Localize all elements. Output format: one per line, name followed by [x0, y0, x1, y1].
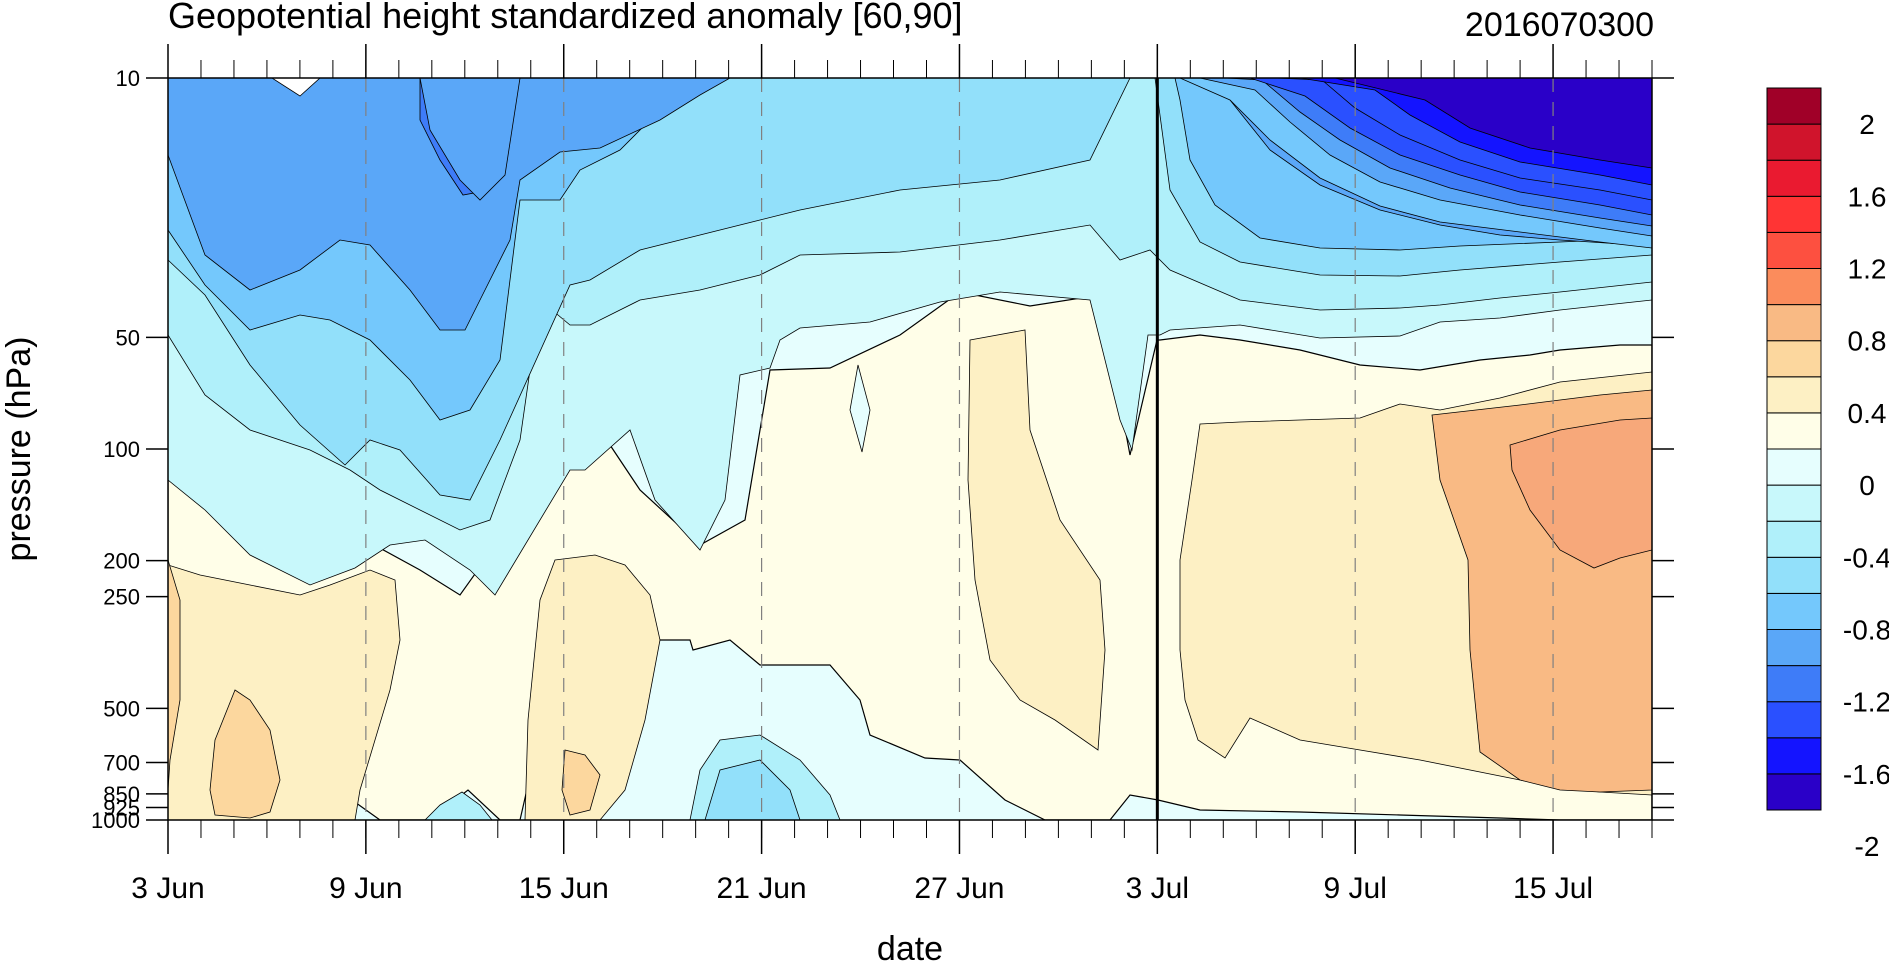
contour-low-neg-jun19-inner	[704, 759, 801, 820]
colorbar-swatch	[1766, 701, 1822, 739]
y-tick-label-100: 100	[103, 437, 140, 462]
colorbar-swatch	[1766, 665, 1822, 703]
plot-area	[168, 78, 1652, 820]
x-axis-label: date	[877, 930, 943, 963]
colorbar-swatch	[1766, 629, 1822, 667]
contour-low-neg-jun12	[424, 791, 493, 820]
y-tick-label-500: 500	[103, 696, 140, 721]
x-tick-label-3-jun: 3 Jun	[131, 872, 204, 905]
x-tick-label-15-jul: 15 Jul	[1513, 872, 1593, 905]
y-tick-label-850: 850	[103, 782, 140, 807]
y-tick-label-700: 700	[103, 751, 140, 776]
x-axis: 3 Jun 9 Jun 15 Jun 21 Jun 27 Jun 3 Jul 9 Jul 15…	[131, 44, 1653, 905]
colorbar-label: 0.8	[1848, 326, 1887, 357]
y-tick-label-50: 50	[116, 325, 140, 350]
contour-band-neg-1.0	[168, 78, 731, 331]
contour-band-0.6-to-0.8-forecast	[1509, 417, 1652, 569]
colorbar-swatch	[1766, 159, 1822, 197]
colorbar-swatch	[1766, 448, 1822, 486]
colorbar-swatch	[1766, 304, 1822, 342]
colorbar-label: -0.8	[1843, 615, 1889, 646]
contour-small-lens	[849, 364, 871, 453]
colorbar-label: 1.2	[1848, 254, 1887, 285]
colorbar-label: 2	[1859, 109, 1875, 140]
contour-band-0.4-to-0.6-west-small	[168, 559, 181, 791]
colorbar-label: 0	[1859, 470, 1875, 501]
contour-band-0.4-to-0.6-blob-jun5	[209, 689, 281, 819]
contour-band-0.2-to-0.4-late-jun	[967, 329, 1106, 751]
colorbar-swatch	[1766, 592, 1822, 631]
y-tick-label-200: 200	[103, 549, 140, 574]
colorbar-label: -2	[1855, 831, 1880, 862]
y-axis-label: pressure (hPa)	[0, 337, 38, 562]
contour-band-fc-neg-2.2	[1334, 78, 1652, 169]
x-tick-label-27-jun: 27 Jun	[914, 872, 1004, 905]
contour-white-notch	[271, 78, 321, 97]
colorbar-swatch	[1766, 520, 1822, 558]
colorbar-label: -1.2	[1843, 687, 1889, 718]
colorbar-swatch	[1766, 340, 1822, 378]
y-tick-label-1000: 1000	[91, 808, 140, 833]
colorbar-swatch	[1766, 268, 1822, 306]
init-date-label: 2016070300	[1465, 6, 1654, 44]
colorbar-swatch	[1766, 87, 1822, 125]
x-tick-label-15-jun: 15 Jun	[519, 872, 609, 905]
colorbar-swatch	[1766, 737, 1822, 775]
colorbar-swatch	[1766, 773, 1822, 811]
x-tick-label-9-jul: 9 Jul	[1324, 872, 1387, 905]
y-tick-label-10: 10	[116, 66, 140, 91]
colorbar-label: 0.4	[1848, 398, 1887, 429]
colorbar-label: -0.4	[1843, 542, 1889, 573]
x-tick-label-21-jun: 21 Jun	[717, 872, 807, 905]
contour-band-0.4-to-0.6-blob-jun15	[561, 749, 601, 816]
x-tick-label-3-jul: 3 Jul	[1126, 872, 1189, 905]
colorbar: 2 1.6 1.2 0.8 0.4 0 -0.4 -0.8 -1.2 -1.6 -2	[1766, 87, 1889, 862]
x-tick-label-9-jun: 9 Jun	[329, 872, 402, 905]
y-tick-label-250: 250	[103, 585, 140, 610]
colorbar-label: -1.6	[1843, 759, 1889, 790]
colorbar-swatch	[1766, 412, 1822, 450]
y-tick-label-925: 925	[103, 795, 140, 820]
colorbar-swatch	[1766, 484, 1822, 522]
colorbar-swatch	[1766, 123, 1822, 161]
colorbar-swatch	[1766, 376, 1822, 414]
colorbar-swatch	[1766, 195, 1822, 233]
colorbar-swatch	[1766, 556, 1822, 594]
contour-band-0.2-to-0.4-mid	[524, 554, 661, 820]
chart-title: Geopotential height standardized anomaly…	[168, 0, 963, 36]
colorbar-label: 1.6	[1848, 181, 1887, 212]
colorbar-swatch	[1766, 231, 1822, 269]
